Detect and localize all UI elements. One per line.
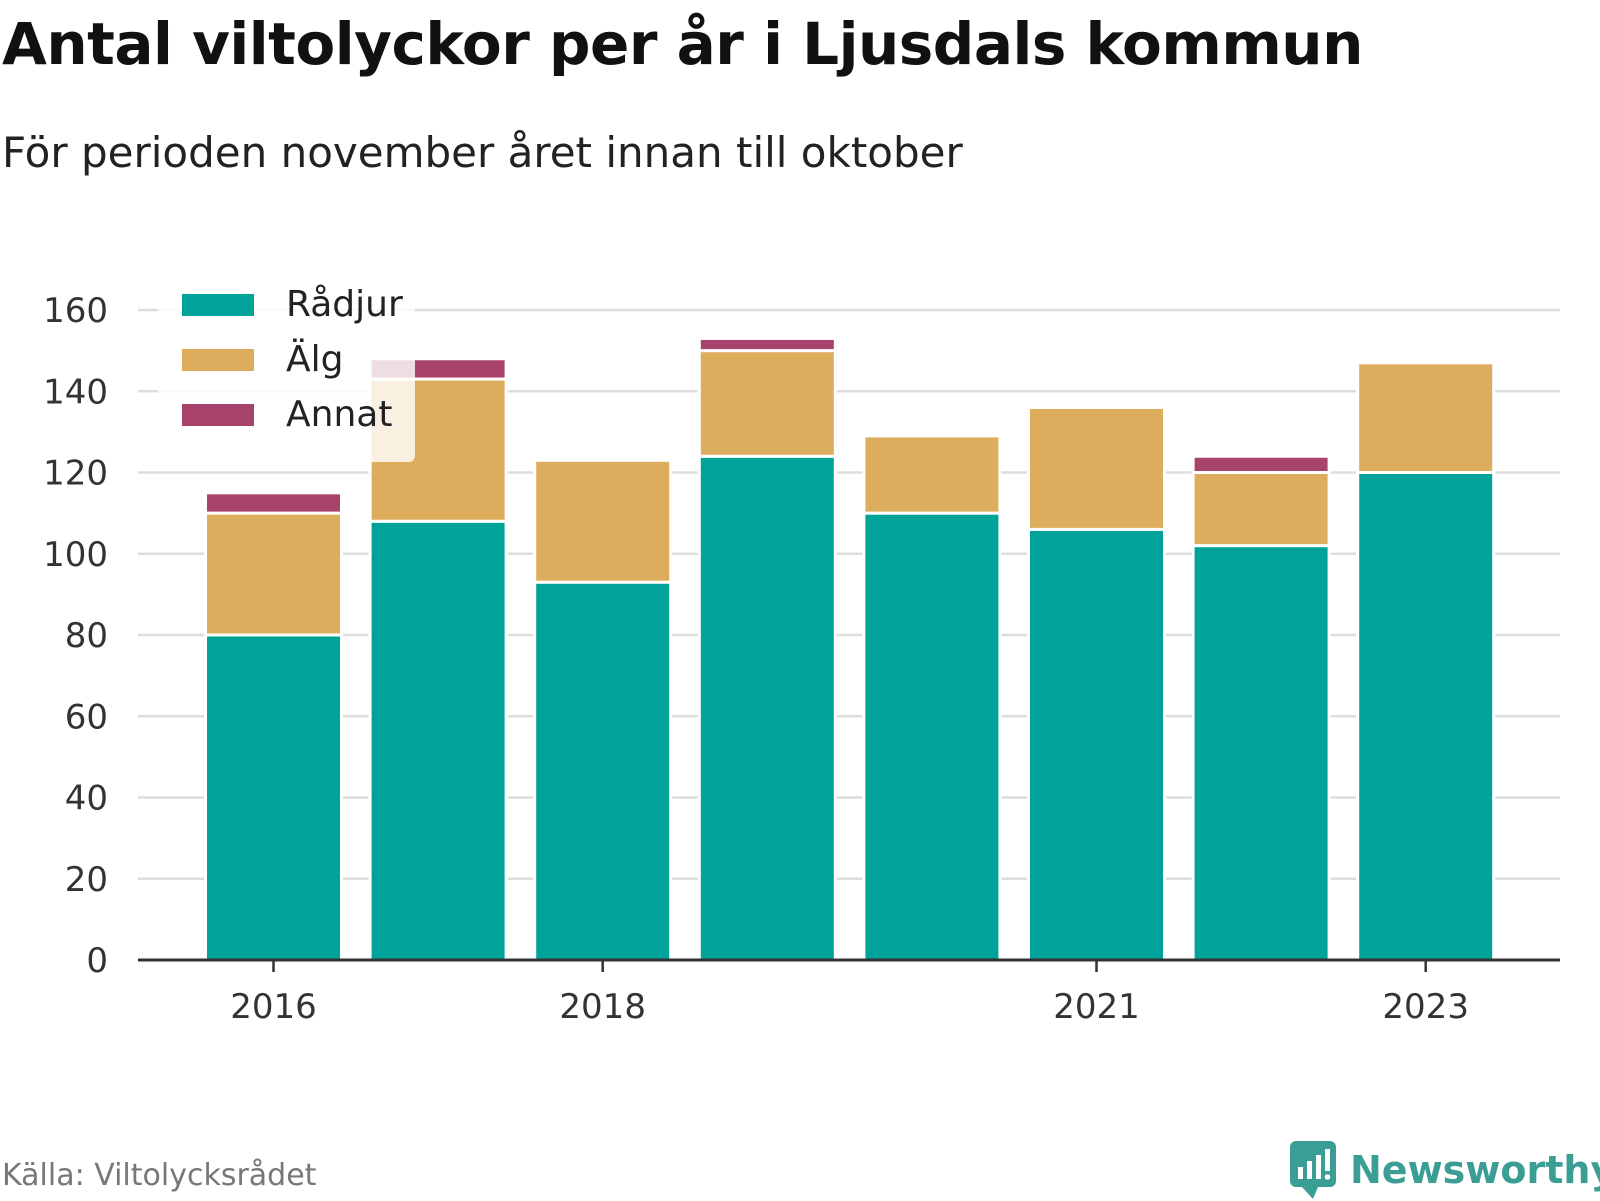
x-tick-label: 2016 — [230, 987, 317, 1027]
legend: Rådjur Älg Annat — [158, 282, 415, 462]
y-tick-label: 160 — [43, 291, 108, 331]
source-note: Källa: Viltolycksrådet — [2, 1158, 317, 1193]
chart-title: Antal viltolyckor per år i Ljusdals komm… — [2, 10, 1363, 78]
y-axis-ticks: 0 20 40 60 80 100 120 140 160 — [43, 291, 108, 981]
brand-logo: Newsworthy — [1288, 1140, 1600, 1200]
bar-segment — [1191, 471, 1331, 548]
chart-subtitle: För perioden november året innan till ok… — [2, 128, 963, 177]
bar-segment — [1356, 361, 1496, 474]
bar-segment — [1027, 406, 1166, 531]
brand-name: Newsworthy — [1350, 1148, 1600, 1192]
bars — [204, 336, 1496, 962]
x-tick-label: 2018 — [559, 987, 646, 1027]
bar-segment — [1356, 471, 1496, 962]
y-tick-label: 140 — [43, 372, 108, 412]
bar-segment — [204, 491, 343, 515]
bar-chart-speech-bubble-icon — [1290, 1141, 1336, 1199]
legend-label: Älg — [286, 338, 343, 380]
bar-segment — [204, 633, 343, 962]
legend-swatch — [182, 404, 254, 426]
bar-segment — [697, 454, 837, 962]
bar-segment — [533, 458, 673, 584]
y-tick-label: 80 — [65, 616, 108, 656]
x-axis: 2016 2018 2021 2023 — [138, 958, 1560, 1027]
legend-label: Annat — [286, 394, 392, 435]
y-tick-label: 60 — [65, 697, 108, 737]
bar-segment — [862, 511, 1002, 962]
bar-segment — [1191, 454, 1331, 474]
legend-swatch — [182, 294, 254, 316]
bar-segment — [533, 580, 673, 962]
legend-swatch — [182, 349, 254, 371]
x-tick-label: 2023 — [1382, 987, 1469, 1027]
y-tick-label: 40 — [65, 779, 108, 819]
bar-segment — [368, 519, 508, 962]
bar-segment — [1191, 544, 1331, 962]
bar-segment — [862, 434, 1002, 515]
bar-segment — [697, 336, 837, 353]
x-tick-label: 2021 — [1053, 987, 1140, 1027]
bar-segment — [204, 511, 343, 637]
bar-segment — [1027, 527, 1166, 962]
y-tick-label: 120 — [43, 454, 108, 494]
legend-label: Rådjur — [286, 284, 403, 325]
bar-segment — [697, 349, 837, 458]
y-tick-label: 20 — [65, 860, 108, 900]
stacked-bar-chart: 0 20 40 60 80 100 120 140 160 2016 2018 2021 2023 R… — [43, 282, 1560, 1027]
y-tick-label: 0 — [86, 941, 108, 981]
y-tick-label: 100 — [43, 535, 108, 575]
